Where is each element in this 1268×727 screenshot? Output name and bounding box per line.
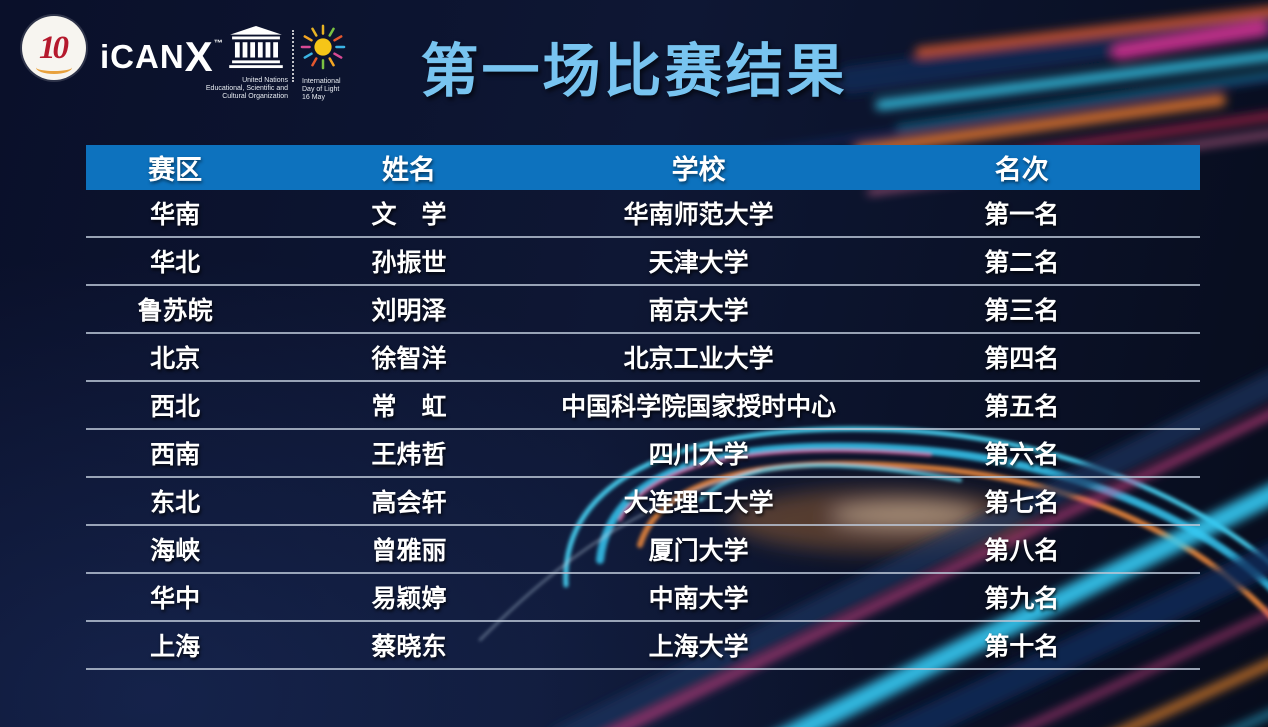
table-header-row: 赛区 姓名 学校 名次 — [86, 145, 1200, 190]
cell-region: 海峡 — [150, 537, 201, 565]
cell-name: 刘明泽 — [371, 297, 447, 325]
header-region: 赛区 — [148, 155, 203, 185]
logo-bar: 10 iCANX™ United Nations Educational, — [0, 0, 420, 110]
header-name: 姓名 — [382, 155, 437, 185]
cell-name: 高会轩 — [371, 489, 447, 517]
badge-gold-arc — [36, 61, 72, 74]
international-day-of-light-logo: International Day of Light 16 May — [300, 24, 370, 102]
table-row: 鲁苏皖 刘明泽 南京大学 第三名 — [86, 286, 1200, 334]
cell-name: 曾雅丽 — [371, 537, 447, 565]
cell-school: 上海大学 — [648, 633, 749, 661]
cell-name: 王炜哲 — [371, 441, 447, 469]
badge-number: 10 — [39, 29, 69, 66]
icanx-tm: ™ — [213, 38, 223, 48]
cell-rank: 第一名 — [984, 201, 1060, 229]
icanx-logo: iCANX™ — [100, 33, 223, 81]
cell-rank: 第三名 — [984, 297, 1060, 325]
header-school: 学校 — [671, 155, 726, 185]
header-rank: 名次 — [994, 155, 1049, 185]
cell-rank: 第九名 — [984, 585, 1060, 613]
cell-school: 天津大学 — [648, 249, 749, 277]
table-row: 华北 孙振世 天津大学 第二名 — [86, 238, 1200, 286]
cell-name: 蔡晓东 — [371, 633, 447, 661]
cell-region: 西南 — [150, 441, 201, 469]
table-row: 华中 易颖婷 中南大学 第九名 — [86, 574, 1200, 622]
cell-region: 华中 — [150, 585, 201, 613]
cell-rank: 第十名 — [984, 633, 1060, 661]
unesco-temple-icon — [229, 25, 283, 69]
cell-rank: 第六名 — [984, 441, 1060, 469]
table-row: 北京 徐智洋 北京工业大学 第四名 — [86, 334, 1200, 382]
cell-region: 华北 — [150, 249, 201, 277]
table-row: 西北 常 虹 中国科学院国家授时中心 第五名 — [86, 382, 1200, 430]
cell-school: 大连理工大学 — [623, 489, 774, 517]
unesco-logo: United Nations Educational, Scientific a… — [206, 25, 288, 101]
cell-school: 北京工业大学 — [623, 345, 774, 373]
cell-region: 西北 — [150, 393, 201, 421]
unesco-caption: United Nations Educational, Scientific a… — [205, 77, 288, 100]
cell-rank: 第八名 — [984, 537, 1060, 565]
bottom-right-streaks — [556, 371, 1268, 727]
table-row: 东北 高会轩 大连理工大学 第七名 — [86, 478, 1200, 526]
icanx-x: X — [184, 33, 214, 80]
cell-school: 四川大学 — [648, 441, 749, 469]
table-row: 西南 王炜哲 四川大学 第六名 — [86, 430, 1200, 478]
results-table: 赛区 姓名 学校 名次 华南 文 学 华南师范大学 第一名 华北 孙振世 天津大… — [86, 145, 1200, 670]
lsa-10th-anniversary-badge-logo: 10 — [22, 16, 86, 80]
cell-rank: 第四名 — [984, 345, 1060, 373]
cell-region: 华南 — [150, 201, 201, 229]
cell-name: 常 虹 — [371, 393, 447, 421]
cell-rank: 第五名 — [984, 393, 1060, 421]
cell-region: 东北 — [150, 489, 201, 517]
cell-school: 厦门大学 — [648, 537, 749, 565]
cell-rank: 第二名 — [984, 249, 1060, 277]
cell-name: 徐智洋 — [371, 345, 447, 373]
slide-title: 第一场比赛结果 — [420, 39, 848, 104]
table-row: 上海 蔡晓东 上海大学 第十名 — [86, 622, 1200, 670]
day-of-light-sun-icon — [300, 24, 346, 70]
table-row: 海峡 曾雅丽 厦门大学 第八名 — [86, 526, 1200, 574]
cell-school: 中南大学 — [648, 585, 749, 613]
cell-name: 孙振世 — [371, 249, 447, 277]
cell-region: 上海 — [150, 633, 201, 661]
cell-rank: 第七名 — [984, 489, 1060, 517]
cell-region: 鲁苏皖 — [137, 297, 213, 325]
cell-school: 华南师范大学 — [623, 201, 774, 229]
cell-school: 中国科学院国家授时中心 — [561, 393, 837, 421]
logo-divider — [292, 30, 294, 82]
icanx-wordmark: iCAN — [100, 38, 185, 75]
cell-region: 北京 — [150, 345, 201, 373]
table-row: 华南 文 学 华南师范大学 第一名 — [86, 190, 1200, 238]
cell-school: 南京大学 — [648, 297, 749, 325]
day-of-light-caption: International Day of Light 16 May — [302, 78, 341, 101]
cell-name: 易颖婷 — [371, 585, 447, 613]
cell-name: 文 学 — [371, 201, 447, 229]
